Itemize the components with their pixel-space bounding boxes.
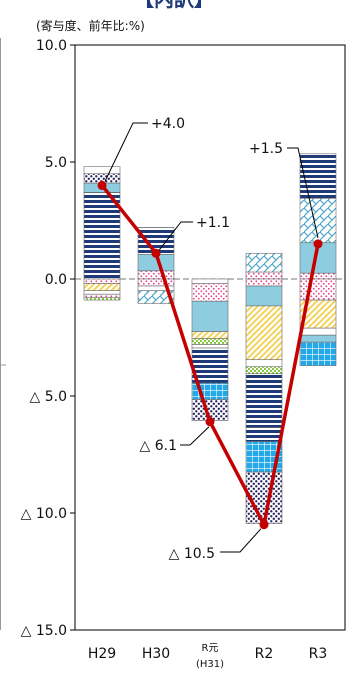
bar-segment (299, 153, 337, 199)
bar-segment (191, 344, 229, 349)
x-axis-labels: H29 H30 R元 (H31) R2 R3 (88, 643, 327, 670)
bar-segment (299, 272, 337, 280)
bar-segment (245, 471, 283, 524)
y-tick-label: △ 10.0 (21, 506, 67, 522)
bar-segment (245, 271, 283, 280)
total-data-label: △ 10.5 (169, 546, 215, 562)
stacked-bars (83, 153, 337, 524)
y-axis: 10.0 5.0 0.0 △ 5.0 △ 10.0 △ 15.0 (21, 38, 75, 639)
bar-segment (83, 293, 121, 299)
bar-segment (245, 427, 283, 442)
total-data-label: +1.1 (196, 215, 230, 231)
bar-segment (83, 278, 121, 284)
bar-segment (191, 338, 229, 345)
bar-segment (245, 305, 283, 361)
total-point (205, 417, 215, 427)
bar-segment (299, 327, 337, 336)
total-data-label: +1.5 (249, 141, 283, 157)
bar-segment (137, 278, 175, 287)
bar-segment (245, 252, 283, 273)
bar-segment (245, 359, 283, 368)
unit-label: (寄与度、前年比:%) (36, 18, 145, 33)
bar-segment (299, 278, 337, 301)
bar-stack-R2 (245, 252, 283, 524)
bar-segment (83, 192, 121, 280)
total-data-label: +4.0 (151, 116, 185, 132)
bar-segment (191, 278, 229, 284)
total-point (97, 180, 107, 190)
x-tick-sublabel: (H31) (196, 659, 224, 670)
label-leader-line (104, 122, 148, 182)
bar-segment (245, 285, 283, 307)
x-tick-label: R2 (255, 646, 274, 662)
bar-stack-R3 (299, 153, 337, 366)
total-data-label: △ 6.1 (140, 438, 177, 454)
x-tick-label: H29 (88, 646, 116, 662)
total-point (313, 239, 323, 249)
y-tick-label: △ 15.0 (21, 623, 67, 639)
total-point (259, 520, 269, 530)
bar-stack-H30 (137, 227, 175, 304)
x-tick-label: R3 (309, 646, 328, 662)
total-point (151, 248, 161, 258)
chart-header: 【内訳】 (134, 0, 214, 11)
bar-segment (299, 341, 337, 366)
bar-segment (83, 166, 121, 174)
data-labels: +4.0 +1.1 △ 6.1 △ 10.5 +1.5 (104, 116, 319, 562)
y-tick-label: 5.0 (45, 155, 67, 171)
y-tick-label: 0.0 (45, 272, 67, 288)
bar-segment (245, 278, 283, 287)
bar-segment (83, 290, 121, 295)
bar-segment (83, 283, 121, 291)
bar-segment (299, 197, 337, 244)
bar-segment (299, 334, 337, 343)
bar-segment (191, 283, 229, 302)
label-leader-line (180, 426, 210, 446)
bar-segment (83, 297, 121, 301)
label-leader-line (158, 221, 193, 251)
bar-stack-H29 (83, 166, 121, 301)
bar-segment (245, 366, 283, 375)
label-leader-line (220, 528, 262, 553)
plot-frame (74, 44, 346, 631)
bar-stack-R元 (191, 278, 229, 421)
bar-segment (191, 331, 229, 339)
bar-segment (191, 300, 229, 332)
y-tick-label: 10.0 (36, 38, 67, 54)
total-line (97, 180, 323, 530)
label-leader-line (287, 147, 319, 239)
bar-segment (137, 270, 175, 280)
y-tick-label: △ 5.0 (30, 389, 67, 405)
x-tick-label: H30 (142, 646, 170, 662)
x-tick-label: R元 (202, 643, 219, 654)
bar-segment (137, 290, 175, 304)
bar-segment (245, 373, 283, 428)
